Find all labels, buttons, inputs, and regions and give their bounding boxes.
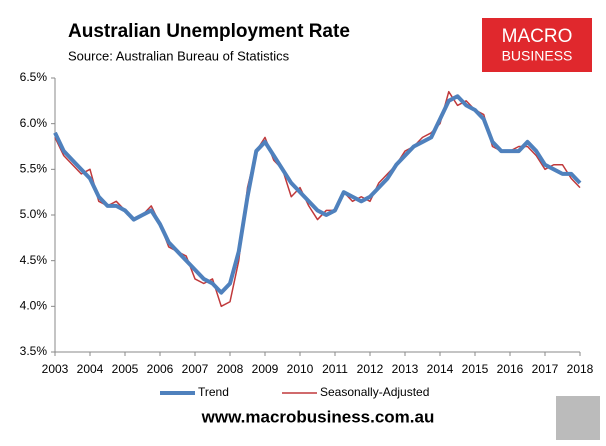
logo-image xyxy=(556,396,600,440)
legend-label: Trend xyxy=(198,385,229,399)
y-tick-label: 4.5% xyxy=(20,253,48,267)
x-tick-label: 2007 xyxy=(182,362,209,376)
logo-text: MACRO xyxy=(502,26,573,47)
x-tick-label: 2008 xyxy=(217,362,244,376)
chart-title: Australian Unemployment Rate xyxy=(68,21,350,42)
logo-text: BUSINESS xyxy=(502,48,573,64)
x-tick-label: 2012 xyxy=(357,362,384,376)
x-tick-label: 2005 xyxy=(112,362,139,376)
y-tick-label: 6.0% xyxy=(20,116,48,130)
y-tick-label: 4.0% xyxy=(20,299,48,313)
x-tick-label: 2017 xyxy=(532,362,559,376)
x-tick-label: 2010 xyxy=(287,362,314,376)
x-tick-label: 2015 xyxy=(462,362,489,376)
x-tick-label: 2006 xyxy=(147,362,174,376)
x-tick-label: 2011 xyxy=(322,362,348,376)
logo-box xyxy=(482,18,592,72)
y-tick-label: 5.0% xyxy=(20,207,48,221)
legend-label: Seasonally-Adjusted xyxy=(320,385,429,399)
y-tick-label: 5.5% xyxy=(20,162,48,176)
series-line xyxy=(53,94,582,295)
x-tick-label: 2009 xyxy=(252,362,279,376)
x-tick-label: 2014 xyxy=(427,362,454,376)
chart-subtitle: Source: Australian Bureau of Statistics xyxy=(68,48,290,63)
x-tick-label: 2016 xyxy=(497,362,524,376)
y-tick-label: 6.5% xyxy=(20,70,48,84)
series-line xyxy=(54,90,581,308)
footer: www.macrobusiness.com.au xyxy=(201,407,435,426)
x-tick-label: 2003 xyxy=(42,362,69,376)
y-tick-label: 3.5% xyxy=(20,344,48,358)
x-tick-label: 2004 xyxy=(77,362,104,376)
x-tick-label: 2018 xyxy=(567,362,594,376)
x-tick-label: 2013 xyxy=(392,362,419,376)
